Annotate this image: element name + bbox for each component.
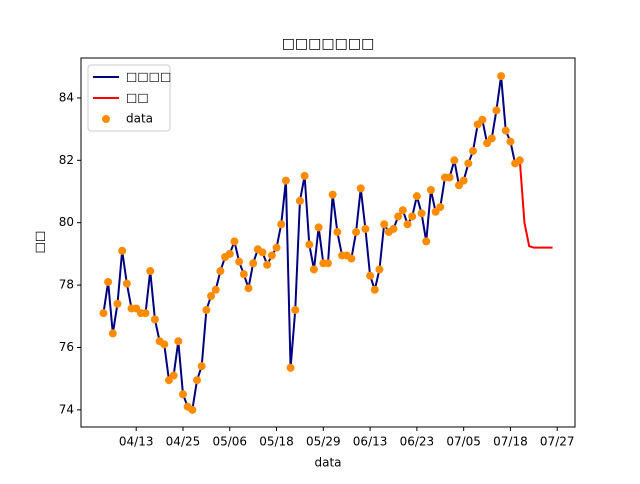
y-tick-label: 78 <box>59 278 74 292</box>
data-point <box>370 285 379 294</box>
x-tick-label: 04/13 <box>119 435 154 449</box>
data-point <box>249 259 258 268</box>
data-point <box>366 271 375 280</box>
data-point <box>99 309 108 318</box>
data-point <box>272 243 281 252</box>
data-point <box>450 156 459 165</box>
x-tick-label: 07/05 <box>446 435 481 449</box>
data-point <box>426 185 435 194</box>
data-point <box>104 277 113 286</box>
data-point <box>207 291 216 300</box>
data-point <box>202 306 211 315</box>
data-point <box>150 315 159 324</box>
data-point <box>239 270 248 279</box>
data-point <box>108 329 117 338</box>
data-point <box>506 137 515 146</box>
data-point <box>291 306 300 315</box>
data-point <box>436 203 445 212</box>
data-point <box>267 251 276 260</box>
x-tick-label: 04/25 <box>166 435 201 449</box>
legend-label: □□ <box>126 91 149 105</box>
legend-box <box>87 64 171 132</box>
data-point <box>380 220 389 229</box>
data-point <box>515 156 524 165</box>
x-tick-label: 06/13 <box>353 435 388 449</box>
data-point <box>464 159 473 168</box>
data-point <box>314 223 323 232</box>
data-point <box>113 299 122 308</box>
data-point <box>328 190 337 199</box>
data-point <box>141 309 150 318</box>
data-point <box>118 246 127 255</box>
data-point <box>295 196 304 205</box>
data-point <box>324 259 332 268</box>
y-tick-label: 76 <box>59 340 74 354</box>
data-point <box>361 224 370 233</box>
x-tick-label: 05/18 <box>259 435 294 449</box>
data-point <box>389 224 398 233</box>
data-point <box>216 267 225 276</box>
data-point <box>230 237 239 246</box>
legend-label: □□□□ <box>126 70 171 84</box>
data-point <box>122 279 131 288</box>
data-point <box>487 134 496 143</box>
x-tick-label: 07/18 <box>493 435 528 449</box>
data-point <box>459 176 468 185</box>
x-tick-label: 07/27 <box>540 435 575 449</box>
data-point <box>188 405 197 414</box>
y-tick-label: 82 <box>59 153 74 167</box>
x-tick-label: 06/23 <box>400 435 435 449</box>
x-tick-label: 05/29 <box>306 435 341 449</box>
data-point <box>445 173 454 182</box>
data-point <box>281 176 290 185</box>
data-point <box>352 228 361 237</box>
legend-label: data <box>126 112 153 126</box>
data-point <box>497 72 506 81</box>
data-point <box>408 212 417 221</box>
data-point <box>309 265 318 274</box>
plot-frame <box>80 57 576 428</box>
data-point <box>244 284 253 293</box>
chart-title: □□□□□□□ <box>282 36 375 52</box>
data-point <box>501 126 510 135</box>
data-point <box>169 371 178 380</box>
data-point <box>356 184 365 193</box>
data-point <box>160 340 169 349</box>
data-point <box>174 337 183 346</box>
data-point <box>403 220 412 229</box>
data-point <box>277 220 286 229</box>
data-point <box>305 240 314 249</box>
data-point <box>178 390 187 399</box>
data-point <box>412 192 421 201</box>
data-point <box>300 171 309 180</box>
data-point <box>398 206 407 215</box>
data-point <box>197 362 206 371</box>
y-axis-label: □□ <box>33 231 47 254</box>
data-point <box>225 249 234 258</box>
data-point <box>417 209 426 218</box>
x-axis-label: data <box>314 456 341 470</box>
x-tick-label: 05/06 <box>212 435 247 449</box>
data-point <box>333 228 342 237</box>
data-point <box>469 146 478 155</box>
data-point <box>286 363 295 372</box>
data-point <box>347 254 356 263</box>
y-tick-label: 80 <box>59 215 74 229</box>
data-point <box>492 106 501 115</box>
data-point <box>146 267 155 276</box>
data-point <box>258 248 267 257</box>
line <box>514 158 553 249</box>
y-tick-label: 84 <box>59 90 74 104</box>
legend-marker <box>102 115 110 123</box>
data-point <box>422 237 431 246</box>
y-tick-label: 74 <box>59 402 74 416</box>
data-point <box>235 257 244 266</box>
data-point <box>394 212 403 221</box>
data-point <box>263 260 272 269</box>
data-point <box>193 376 202 385</box>
data-point <box>375 265 384 274</box>
data-point <box>211 285 220 294</box>
data-point <box>478 115 487 124</box>
